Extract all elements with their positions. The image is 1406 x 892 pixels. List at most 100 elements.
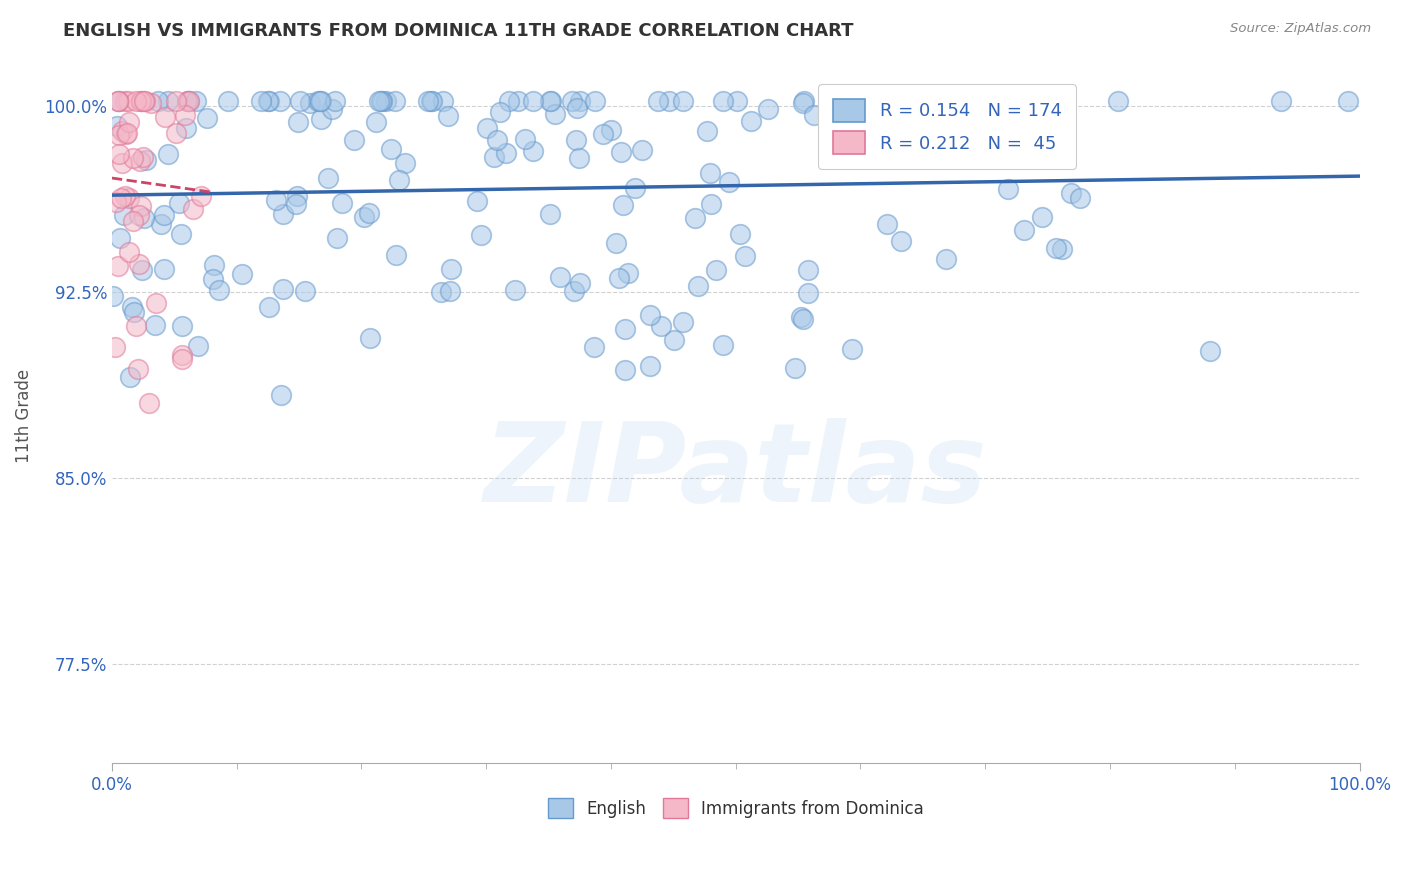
- Point: [672, 94, 695, 108]
- Point: [699, 196, 721, 211]
- Point: [202, 258, 225, 272]
- Point: [195, 111, 218, 125]
- Point: [105, 194, 128, 209]
- Point: [118, 115, 141, 129]
- Point: [129, 94, 152, 108]
- Point: [638, 308, 661, 322]
- Point: [138, 396, 160, 410]
- Point: [1045, 241, 1067, 255]
- Point: [420, 94, 443, 108]
- Point: [890, 234, 912, 248]
- Point: [617, 266, 640, 280]
- Point: [783, 361, 806, 376]
- Point: [294, 285, 316, 299]
- Point: [1050, 242, 1073, 256]
- Point: [567, 151, 589, 165]
- Point: [107, 94, 129, 108]
- Point: [419, 94, 441, 108]
- Point: [718, 175, 741, 189]
- Point: [538, 206, 561, 220]
- Point: [935, 94, 957, 108]
- Point: [631, 143, 654, 157]
- Point: [111, 155, 134, 169]
- Point: [271, 282, 294, 296]
- Point: [170, 318, 193, 333]
- Point: [793, 94, 815, 108]
- Point: [112, 208, 135, 222]
- Point: [841, 94, 863, 108]
- Point: [285, 189, 308, 203]
- Point: [522, 94, 544, 108]
- Point: [108, 128, 131, 143]
- Point: [429, 285, 451, 300]
- Point: [323, 94, 346, 108]
- Point: [250, 94, 273, 108]
- Point: [890, 94, 912, 108]
- Point: [311, 94, 333, 108]
- Point: [104, 340, 127, 354]
- Point: [153, 110, 176, 124]
- Point: [876, 217, 898, 231]
- Point: [110, 191, 132, 205]
- Point: [475, 120, 498, 135]
- Point: [122, 214, 145, 228]
- Point: [734, 249, 756, 263]
- Point: [118, 190, 141, 204]
- Point: [508, 94, 530, 108]
- Point: [713, 338, 735, 352]
- Point: [1069, 192, 1091, 206]
- Point: [125, 94, 148, 108]
- Point: [544, 106, 567, 120]
- Point: [321, 103, 343, 117]
- Point: [149, 217, 172, 231]
- Point: [330, 195, 353, 210]
- Point: [683, 211, 706, 225]
- Text: Source: ZipAtlas.com: Source: ZipAtlas.com: [1230, 22, 1371, 36]
- Point: [915, 120, 938, 135]
- Point: [181, 202, 204, 216]
- Point: [614, 322, 637, 336]
- Point: [115, 127, 138, 141]
- Point: [728, 227, 751, 242]
- Point: [388, 173, 411, 187]
- Point: [121, 152, 143, 166]
- Point: [658, 94, 681, 108]
- Point: [1031, 210, 1053, 224]
- Point: [101, 288, 124, 302]
- Point: [956, 137, 979, 152]
- Point: [370, 94, 392, 108]
- Point: [128, 208, 150, 222]
- Point: [380, 142, 402, 156]
- Point: [357, 206, 380, 220]
- Point: [156, 147, 179, 161]
- Point: [208, 283, 231, 297]
- Point: [1036, 94, 1059, 108]
- Point: [108, 94, 131, 108]
- Point: [437, 108, 460, 122]
- Point: [266, 194, 288, 208]
- Point: [609, 145, 631, 159]
- Point: [803, 108, 825, 122]
- Point: [790, 310, 813, 324]
- Point: [176, 94, 198, 108]
- Point: [599, 122, 621, 136]
- Point: [353, 210, 375, 224]
- Point: [174, 121, 197, 136]
- Point: [165, 94, 187, 108]
- Point: [470, 227, 492, 242]
- Point: [1270, 94, 1292, 108]
- Point: [1336, 94, 1358, 108]
- Point: [756, 103, 779, 117]
- Text: ENGLISH VS IMMIGRANTS FROM DOMINICA 11TH GRADE CORRELATION CHART: ENGLISH VS IMMIGRANTS FROM DOMINICA 11TH…: [63, 22, 853, 40]
- Point: [432, 94, 454, 108]
- Point: [146, 94, 169, 108]
- Point: [962, 94, 984, 108]
- Point: [269, 94, 291, 108]
- Point: [792, 95, 814, 110]
- Point: [564, 133, 586, 147]
- Point: [364, 115, 387, 129]
- Point: [1107, 94, 1129, 108]
- Point: [1043, 94, 1066, 108]
- Point: [309, 112, 332, 127]
- Point: [288, 94, 311, 108]
